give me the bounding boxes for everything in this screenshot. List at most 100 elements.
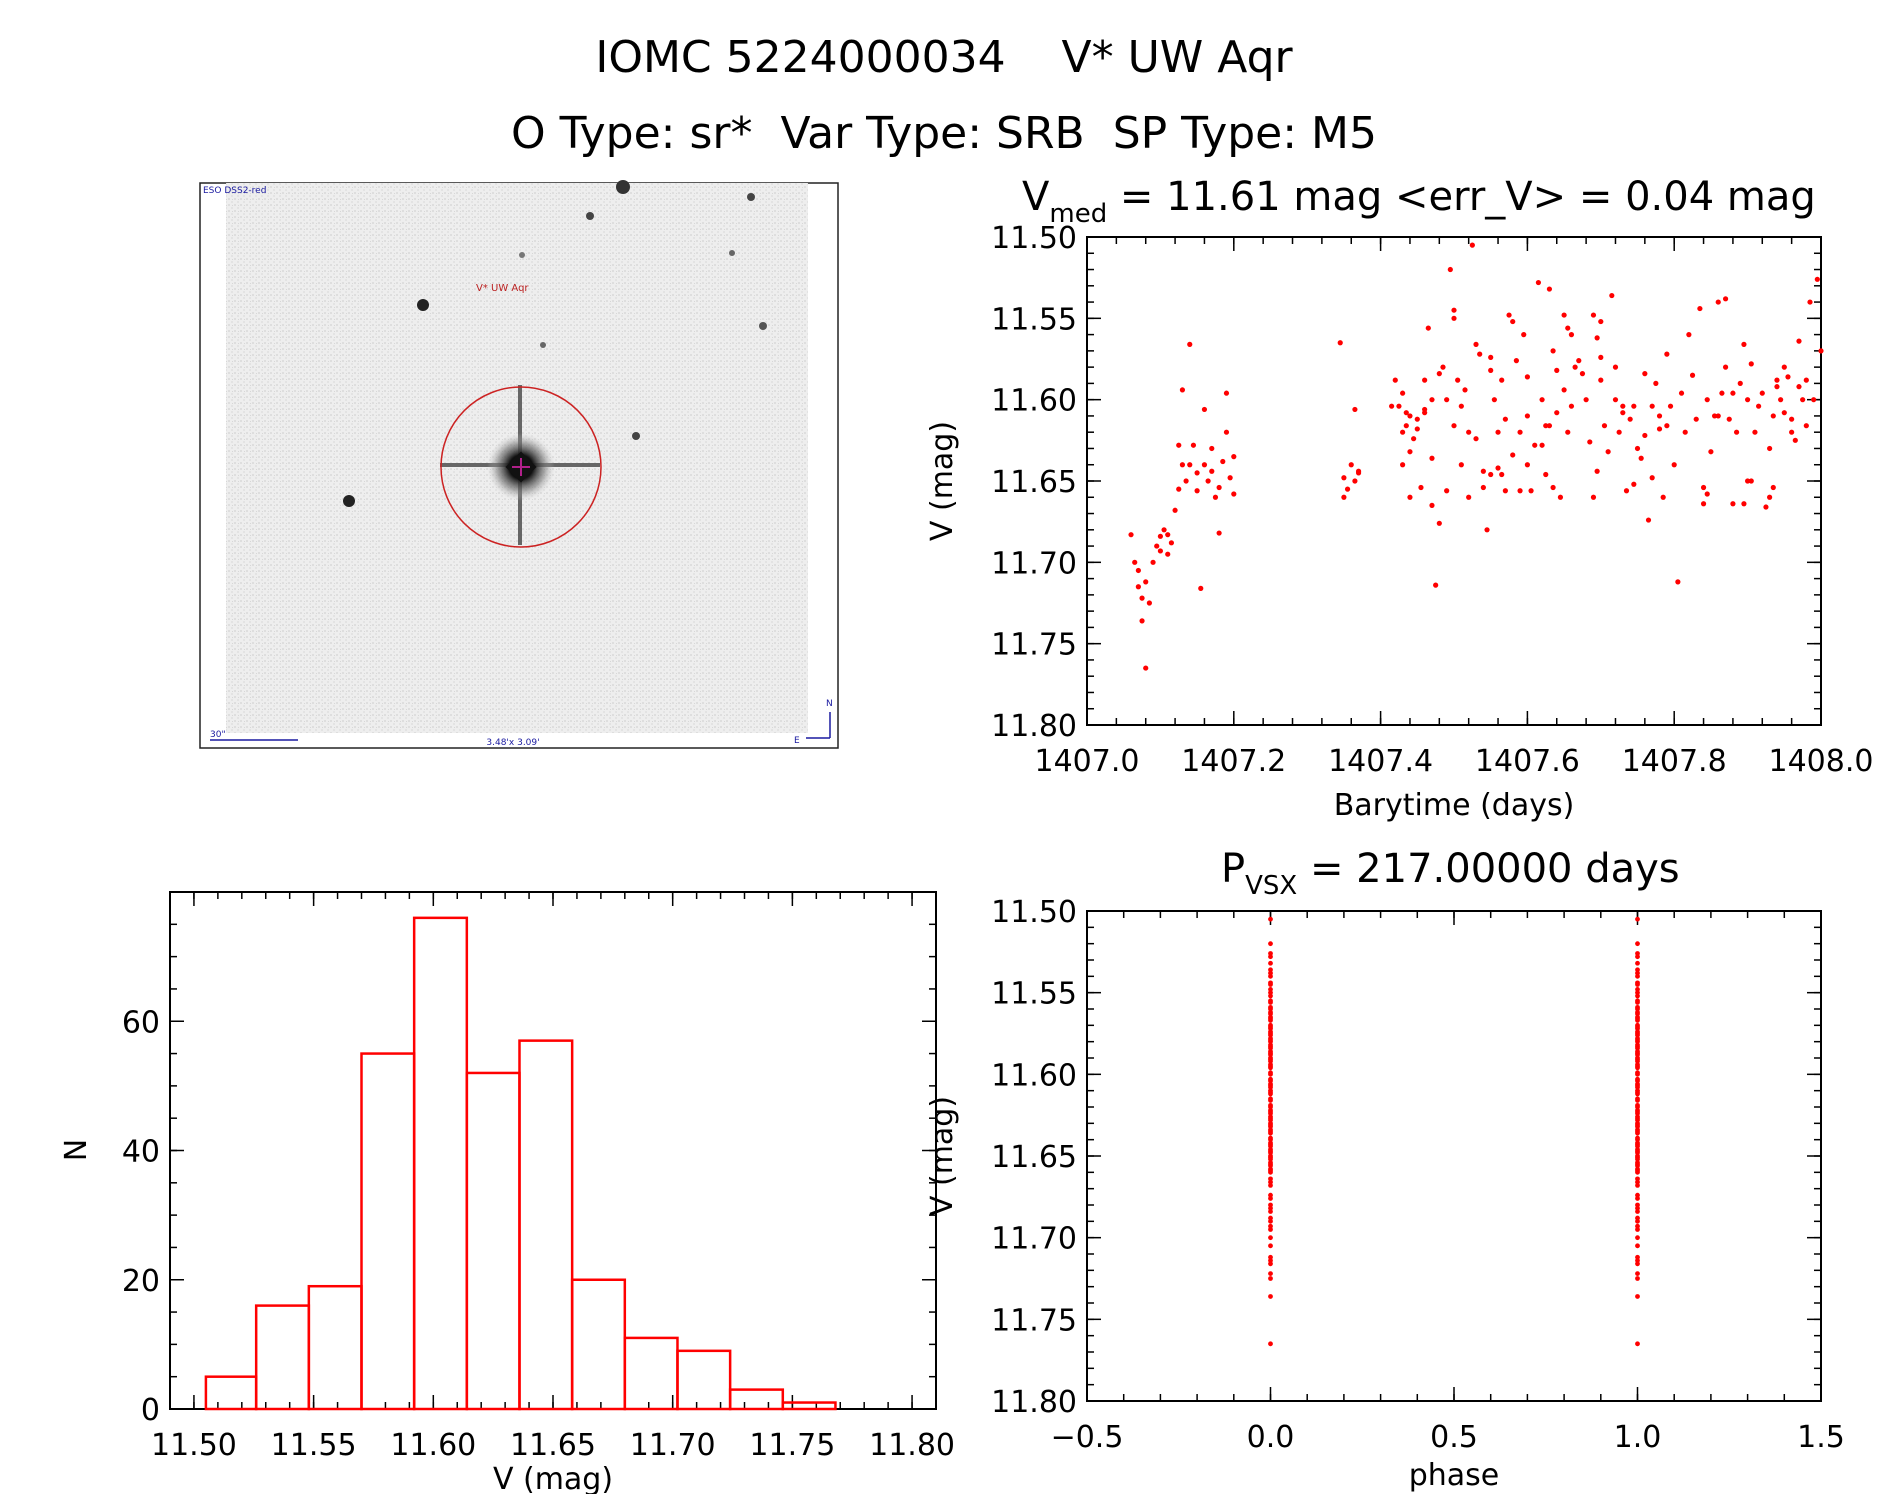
phased-point xyxy=(1635,1044,1640,1049)
lightcurve-point xyxy=(1770,484,1776,491)
phased-point xyxy=(1268,1148,1273,1154)
lightcurve-point xyxy=(1403,410,1409,416)
lightcurve-point xyxy=(1223,429,1230,435)
lightcurve-chart: Vmed = 11.61 mag <err_V> = 0.04 mag 1407… xyxy=(925,174,1873,823)
lightcurve-point xyxy=(1524,413,1530,419)
lightcurve-point xyxy=(1190,442,1197,448)
lightcurve-point xyxy=(1143,665,1149,671)
phased-point xyxy=(1635,973,1640,979)
histogram-bar xyxy=(465,1071,521,1411)
phased-point xyxy=(1635,1294,1640,1299)
phased-point xyxy=(1268,1096,1273,1102)
lightcurve-point xyxy=(1469,242,1475,248)
lightcurve-point xyxy=(1726,416,1732,422)
phased-xtick-label: 0.0 xyxy=(1247,1420,1295,1455)
lightcurve-point xyxy=(1627,416,1633,422)
lightcurve-point xyxy=(1675,579,1681,585)
lightcurve-point xyxy=(1150,559,1156,565)
lightcurve-point xyxy=(1521,332,1527,338)
lightcurve-point xyxy=(1759,390,1765,396)
lightcurve-point xyxy=(1216,530,1222,536)
lightcurve-xtick-label: 1407.0 xyxy=(1035,744,1140,779)
phased-point xyxy=(1635,1196,1640,1201)
lightcurve-point xyxy=(1763,504,1769,510)
phased-point xyxy=(1635,1063,1640,1069)
lightcurve-point xyxy=(1642,371,1648,377)
lightcurve-point xyxy=(1154,543,1160,549)
lightcurve-point xyxy=(1807,299,1813,305)
lightcurve-point xyxy=(1418,484,1424,491)
lightcurve-point xyxy=(1719,390,1725,396)
lightcurve-point xyxy=(1722,296,1729,302)
phased-point xyxy=(1635,1142,1640,1147)
phased-point xyxy=(1635,1276,1640,1281)
lightcurve-point xyxy=(1594,468,1600,474)
lightcurve-point xyxy=(1689,372,1696,378)
target-label: V* UW Aqr xyxy=(476,283,529,294)
lightcurve-point xyxy=(1649,475,1655,481)
phased-point xyxy=(1635,1116,1640,1121)
histogram-xtick-label: 11.70 xyxy=(630,1428,716,1463)
histogram-bar xyxy=(518,1039,574,1411)
compass-east: E xyxy=(794,736,800,746)
lightcurve-xlabel: Barytime (days) xyxy=(1334,788,1575,823)
lightcurve-point xyxy=(1594,335,1600,341)
phased-point xyxy=(1268,1057,1273,1063)
lightcurve-point xyxy=(1697,305,1703,312)
phased-point xyxy=(1635,1341,1640,1347)
phased-point xyxy=(1635,1057,1640,1063)
phased-xtick-label: 1.0 xyxy=(1614,1420,1662,1455)
histogram-chart: 11.50 11.55 11.60 11.65 11.70 11.75 11.80 0 20 40… xyxy=(59,891,955,1494)
lightcurve-point xyxy=(1212,494,1219,500)
lightcurve-point xyxy=(1135,567,1141,574)
phased-point xyxy=(1635,1218,1640,1224)
histogram-bar xyxy=(254,1304,311,1411)
phased-ytick-label: 11.65 xyxy=(991,1140,1077,1175)
lightcurve-point xyxy=(1532,442,1538,448)
lightcurve-xtick-label: 1407.2 xyxy=(1181,744,1286,779)
phased-point xyxy=(1268,1076,1273,1082)
lightcurve-point xyxy=(1488,354,1494,360)
histogram-bar xyxy=(623,1336,679,1411)
histogram-xlabel: V (mag) xyxy=(493,1462,613,1494)
phased-point xyxy=(1268,1083,1273,1089)
phased-point xyxy=(1635,941,1640,947)
phased-point xyxy=(1635,1109,1640,1115)
phased-point xyxy=(1635,960,1640,966)
lightcurve-point xyxy=(1458,462,1464,468)
lightcurve-point xyxy=(1612,364,1619,370)
lightcurve-point xyxy=(1774,384,1780,390)
lightcurve-point xyxy=(1440,364,1446,370)
histogram-ytick-label: 20 xyxy=(122,1264,160,1299)
lightcurve-point xyxy=(1502,416,1508,422)
lightcurve-point xyxy=(1414,426,1420,432)
lightcurve-point xyxy=(1488,471,1494,478)
lightcurve-point xyxy=(1161,527,1167,533)
phased-point xyxy=(1268,1276,1273,1281)
phased-xtick-label: −0.5 xyxy=(1051,1420,1124,1455)
lightcurve-point xyxy=(1132,559,1138,565)
phased-point xyxy=(1635,1135,1640,1141)
phased-point xyxy=(1635,1031,1640,1036)
lightcurve-points xyxy=(1128,242,1824,671)
histogram-bars xyxy=(204,916,837,1411)
lightcurve-point xyxy=(1462,387,1468,393)
phased-point xyxy=(1635,1037,1640,1043)
lightcurve-point xyxy=(1733,429,1740,435)
figure-subtitle: O Type: sr* Var Type: SRB SP Type: M5 xyxy=(511,108,1377,159)
lightcurve-point xyxy=(1789,429,1795,435)
lightcurve-point xyxy=(1785,374,1791,380)
lightcurve-point xyxy=(1789,416,1795,422)
lightcurve-point xyxy=(1403,423,1409,429)
lightcurve-point xyxy=(1436,371,1442,377)
lightcurve-point xyxy=(1451,423,1457,429)
phased-point xyxy=(1635,1209,1640,1214)
target-circle xyxy=(440,386,602,548)
phased-point xyxy=(1268,1161,1273,1167)
lightcurve-point xyxy=(1686,332,1692,338)
lightcurve-point xyxy=(1583,397,1589,403)
phased-point xyxy=(1268,1018,1273,1023)
survey-label: ESO DSS2-red xyxy=(203,186,266,196)
phased-point xyxy=(1268,1116,1273,1121)
lightcurve-point xyxy=(1642,432,1648,439)
